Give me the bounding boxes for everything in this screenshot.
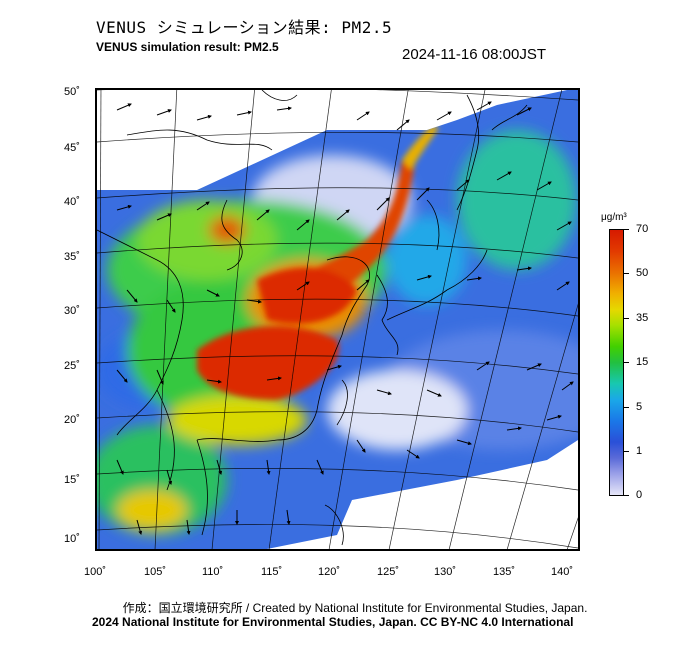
pm25-concentration-field <box>97 90 578 549</box>
credit-text: 作成：国立環境研究所 / Created by National Institu… <box>122 601 588 615</box>
colorbar-tick <box>624 495 629 496</box>
lon-label-130: 130˚ <box>434 566 457 578</box>
lon-label-135: 135˚ <box>493 566 516 578</box>
timestamp: 2024-11-16 08:00JST <box>402 46 546 63</box>
graticule <box>97 90 578 549</box>
colorbar-label-0: 0 <box>636 489 643 501</box>
lon-label-120: 120˚ <box>318 566 341 578</box>
colorbar-unit: μg/m³ <box>601 212 627 223</box>
pm25-map <box>97 90 578 549</box>
lon-label-140: 140˚ <box>551 566 574 578</box>
colorbar <box>609 229 624 496</box>
colorbar-label-70: 70 <box>636 223 649 235</box>
map-panel <box>95 88 580 551</box>
map-title-jp: VENUS シミュレーション結果: PM2.5 <box>96 18 393 37</box>
license-text: 2024 National Institute for Environmenta… <box>92 615 574 629</box>
lat-label-30: 30˚ <box>64 305 80 317</box>
coastlines <box>97 90 528 546</box>
lat-label-45: 45˚ <box>64 142 80 154</box>
colorbar-label-35: 35 <box>636 312 649 324</box>
lon-label-110: 110˚ <box>202 566 224 578</box>
colorbar-label-15: 15 <box>636 356 649 368</box>
colorbar-tick <box>624 407 629 408</box>
colorbar-tick <box>624 318 629 319</box>
lon-label-100: 100˚ <box>84 566 107 578</box>
lat-label-10: 10˚ <box>64 533 80 545</box>
lat-label-25: 25˚ <box>64 360 80 372</box>
lon-label-105: 105˚ <box>144 566 167 578</box>
map-title-en: VENUS simulation result: PM2.5 <box>96 40 279 54</box>
colorbar-label-5: 5 <box>636 401 643 413</box>
lat-label-35: 35˚ <box>64 251 80 263</box>
lat-label-40: 40˚ <box>64 196 80 208</box>
colorbar-tick <box>624 273 629 274</box>
lat-label-20: 20˚ <box>64 414 80 426</box>
lon-label-125: 125˚ <box>377 566 400 578</box>
lat-label-15: 15˚ <box>64 474 80 486</box>
lat-label-50: 50˚ <box>64 86 80 98</box>
colorbar-label-1: 1 <box>636 445 643 457</box>
colorbar-label-50: 50 <box>636 267 649 279</box>
colorbar-tick <box>624 362 629 363</box>
colorbar-tick <box>624 451 629 452</box>
lon-label-115: 115˚ <box>261 566 283 578</box>
wind-vectors <box>116 101 574 535</box>
colorbar-tick <box>624 229 629 230</box>
